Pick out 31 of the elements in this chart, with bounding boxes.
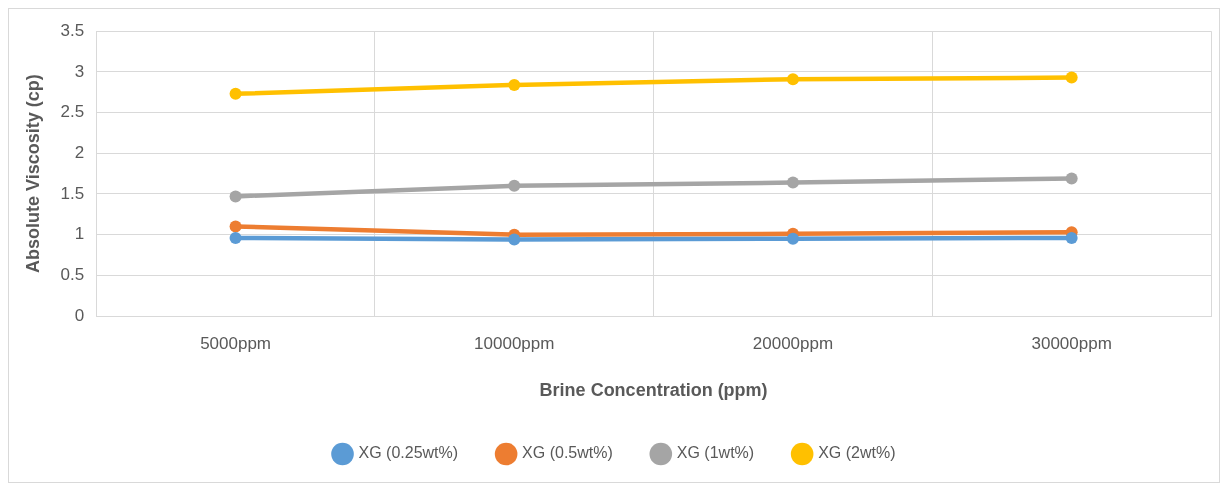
x-tick-label: 30000ppm <box>1031 333 1112 353</box>
y-tick-label: 1.5 <box>60 183 85 203</box>
point <box>508 179 521 192</box>
legend-label: XG (2wt%) <box>818 444 896 462</box>
point <box>786 73 799 86</box>
point <box>229 231 242 244</box>
y-tick-label: 2.5 <box>60 102 85 122</box>
x-tick-label: 20000ppm <box>752 333 834 353</box>
point <box>1065 71 1078 84</box>
point <box>786 176 799 189</box>
point <box>229 220 242 233</box>
x-tick-label: 5000ppm <box>200 333 272 353</box>
point <box>1065 172 1078 185</box>
y-tick-label: 1 <box>74 224 85 244</box>
x-axis-title: Brine Concentration (ppm) <box>539 380 768 401</box>
point <box>1065 231 1078 244</box>
point <box>229 190 242 203</box>
point <box>508 78 521 91</box>
y-axis-title: Absolute Viscosity (cp) <box>22 74 43 273</box>
y-tick-label: 3 <box>74 61 85 81</box>
legend-label: XG (0.5wt%) <box>522 444 613 462</box>
point <box>508 233 521 246</box>
y-tick-label: 3.5 <box>60 20 85 40</box>
legend-label: XG (1wt%) <box>676 444 755 462</box>
y-tick-label: 0.5 <box>60 265 85 284</box>
legend-label: XG (0.25wt%) <box>358 444 459 462</box>
point <box>229 87 242 100</box>
x-tick-label: 10000ppm <box>474 333 555 353</box>
point <box>786 232 799 245</box>
y-tick-label: 0 <box>74 305 85 325</box>
y-tick-label: 2 <box>74 142 85 162</box>
